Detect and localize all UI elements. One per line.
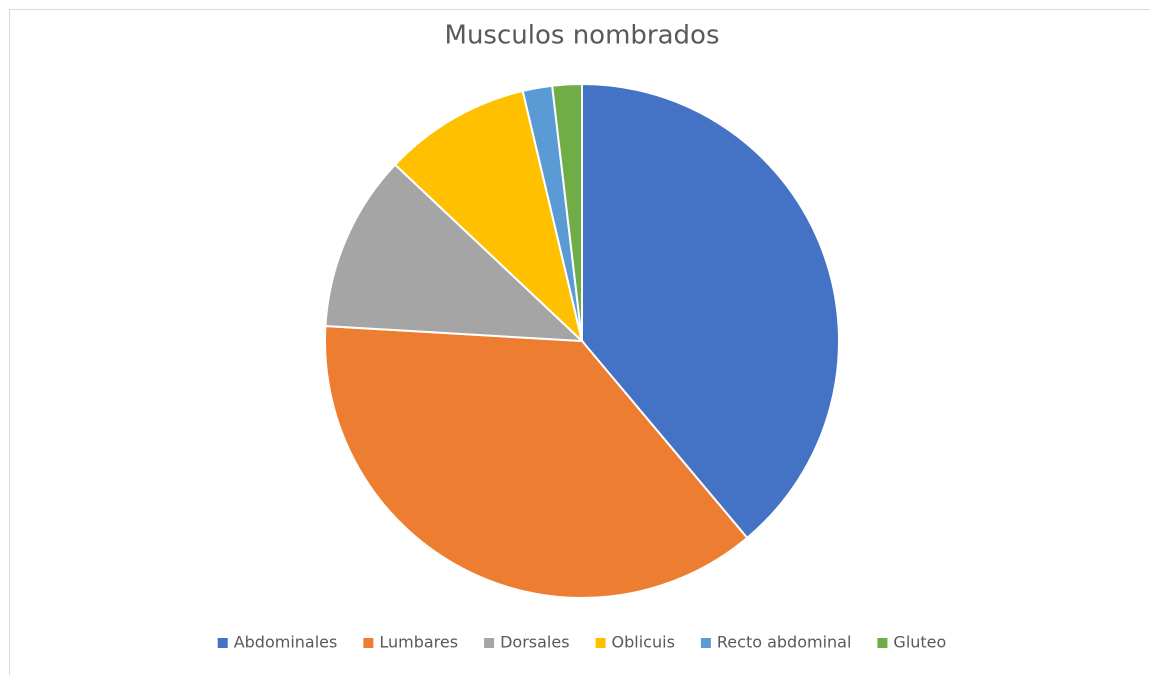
legend-swatch [363,638,374,648]
legend: Abdominales Lumbares Dorsales Oblicuis Recto… [217,633,946,652]
pie-slice [324,325,749,599]
legend-swatch [484,638,495,648]
legend-swatch [595,638,606,648]
legend-swatch [877,638,888,648]
pie-slice [551,82,583,342]
legend-swatch [217,638,228,648]
pie-slice [393,89,584,345]
legend-label: Abdominales [234,633,338,652]
legend-label: Lumbares [379,633,458,652]
pie-slice [581,82,840,540]
legend-swatch [700,638,711,648]
pie-slice [324,163,585,343]
legend-label: Recto abdominal [717,633,852,652]
chart-title: Musculos nombrados [445,21,720,51]
legend-label: Dorsales [500,633,569,652]
legend-label: Gluteo [893,633,946,652]
legend-label: Oblicuis [612,633,675,652]
